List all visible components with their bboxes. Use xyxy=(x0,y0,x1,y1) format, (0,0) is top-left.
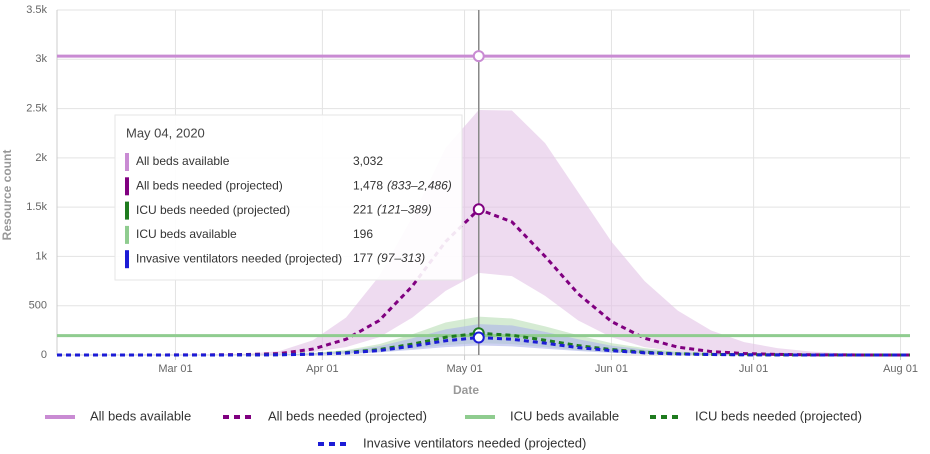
series-line xyxy=(57,336,910,357)
tooltip-swatch xyxy=(125,153,129,171)
plot-area: 0 500 1k 1.5k 2k 2.5k 3k 3.5k Mar 01 Apr 01 May 01… xyxy=(26,4,918,375)
tooltip-value-range: (97–313) xyxy=(377,251,425,265)
tooltip-box xyxy=(114,114,463,281)
tooltip-value-number: 1,478 xyxy=(353,178,383,192)
x-axis-title: Date xyxy=(453,383,479,397)
x-tick-label: Mar 01 xyxy=(158,363,192,375)
y-tick-label: 2.5k xyxy=(26,102,47,114)
tooltip-value: 1,478 (833–2,486) xyxy=(353,178,452,192)
hover-marker xyxy=(472,331,485,344)
y-tick-label: 500 xyxy=(29,300,47,312)
tooltip-value-number: 196 xyxy=(353,227,373,241)
tooltip-value: 177 (97–313) xyxy=(353,251,425,265)
tooltip-series-name: ICU beds available xyxy=(136,227,237,241)
hover-marker xyxy=(472,50,485,63)
tooltip-swatch xyxy=(125,177,129,196)
x-tick-label: Jul 01 xyxy=(739,363,768,375)
legend: All beds available All beds needed (proje… xyxy=(45,408,862,450)
tooltip-swatch xyxy=(125,225,129,244)
y-tick-label: 0 xyxy=(41,349,47,361)
tooltip-value-number: 3,032 xyxy=(353,154,383,168)
x-tick-label: Apr 01 xyxy=(306,363,338,375)
tooltip-value: 196 xyxy=(353,227,373,241)
y-axis-title: Resource count xyxy=(0,150,14,241)
tooltip-value-number: 221 xyxy=(353,203,373,217)
hover-marker xyxy=(472,203,485,216)
tooltip-title: May 04, 2020 xyxy=(126,125,205,140)
tooltip-series-name: ICU beds needed (projected) xyxy=(136,203,290,217)
tooltip-value-range: (121–389) xyxy=(377,203,432,217)
legend-label: All beds available xyxy=(90,408,191,423)
uncertainty-band xyxy=(57,109,910,355)
tooltip-series-name: Invasive ventilators needed (projected) xyxy=(136,251,342,265)
legend-label: ICU beds needed (projected) xyxy=(695,408,862,423)
tooltip: May 04, 2020 All beds available 3,032 All … xyxy=(114,114,463,281)
y-tick-label: 3k xyxy=(35,53,47,65)
tooltip-value-range: (833–2,486) xyxy=(387,178,452,192)
y-tick-label: 3.5k xyxy=(26,4,47,16)
x-tick-label: Aug 01 xyxy=(883,363,918,375)
tooltip-series-name: All beds needed (projected) xyxy=(136,178,283,192)
y-tick-label: 2k xyxy=(35,152,47,164)
y-tick-label: 1k xyxy=(35,250,47,262)
tooltip-swatch xyxy=(125,250,129,269)
tooltip-series-name: All beds available xyxy=(136,154,230,168)
tooltip-value-number: 177 xyxy=(353,251,373,265)
tooltip-value: 221 (121–389) xyxy=(353,203,432,217)
y-tick-label: 1.5k xyxy=(26,201,47,213)
legend-label: Invasive ventilators needed (projected) xyxy=(363,435,586,450)
x-tick-label: Jun 01 xyxy=(595,363,628,375)
tooltip-value: 3,032 xyxy=(353,154,383,168)
x-tick-label: May 01 xyxy=(447,363,483,375)
legend-label: All beds needed (projected) xyxy=(268,408,427,423)
tooltip-swatch xyxy=(125,201,129,220)
legend-label: ICU beds available xyxy=(510,408,619,423)
